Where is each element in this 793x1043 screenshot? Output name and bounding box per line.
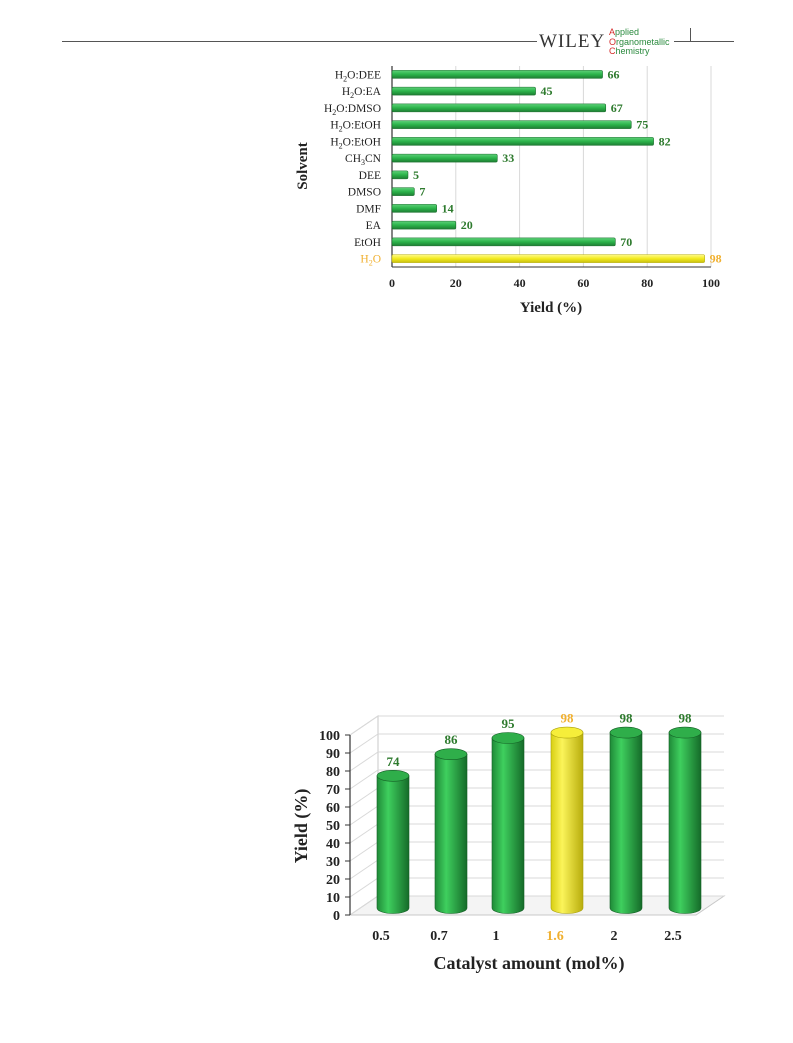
bar: [391, 204, 437, 213]
cylinder-top: [434, 748, 468, 761]
cylinder-top: [550, 726, 584, 739]
category-label: H2O:DEE: [335, 69, 381, 83]
header-rule: [62, 41, 734, 42]
y-gridline: [349, 751, 724, 772]
category-label: DMSO: [348, 187, 381, 199]
journal-line-3: Chemistry: [609, 46, 650, 56]
y-tick-label: 70: [326, 783, 340, 798]
cylinder-bar: [434, 753, 468, 914]
y-gridline: [349, 733, 724, 754]
data-label: 75: [636, 118, 648, 132]
data-label: 98: [620, 711, 634, 726]
x-tick-label: 60: [577, 276, 589, 290]
category-label: EtOH: [354, 237, 381, 249]
bar: [391, 170, 409, 180]
category-label: H2O:EA: [342, 86, 382, 100]
data-label: 98: [561, 711, 575, 726]
data-label: 95: [502, 716, 516, 731]
y-tick-label: 40: [326, 837, 340, 852]
x-tick-label: 100: [702, 276, 720, 290]
category-label: H2O:EtOH: [330, 120, 381, 134]
category-label: CH3CN: [345, 153, 382, 167]
data-label: 98: [710, 252, 722, 266]
y-axis-title: Solvent: [295, 142, 311, 190]
data-label: 45: [541, 84, 553, 98]
data-label: 66: [608, 67, 620, 81]
x-tick-label: 0.5: [372, 929, 390, 944]
x-axis-title: Catalyst amount (mol%): [434, 953, 625, 974]
y-axis-title: Yield (%): [291, 789, 312, 864]
journal-logo: Applied Organometallic Chemistry: [609, 27, 674, 57]
bar: [391, 70, 603, 79]
cylinder-top: [668, 726, 702, 739]
category-label: DMF: [356, 203, 381, 215]
x-axis-title: Yield (%): [520, 300, 582, 316]
bar: [391, 103, 607, 113]
journal-line-2: Organometallic: [609, 36, 670, 47]
bar: [391, 86, 536, 96]
x-tick-label: 0: [389, 276, 395, 290]
category-label: EA: [366, 220, 382, 232]
x-tick-label: 1.6: [546, 929, 564, 944]
data-label: 98: [679, 711, 693, 726]
y-tick-label: 80: [326, 765, 340, 780]
y-tick-label: 10: [326, 891, 340, 906]
bar: [391, 187, 415, 196]
bar: [391, 153, 498, 163]
category-label: H2O:DMSO: [324, 103, 381, 117]
bar: [391, 137, 654, 146]
data-label: 86: [445, 732, 459, 747]
data-label: 82: [659, 134, 671, 148]
data-label: 70: [620, 235, 632, 249]
y-tick-label: 50: [326, 819, 340, 834]
y-tick-label: 90: [326, 747, 340, 762]
data-label: 74: [387, 754, 401, 769]
bar: [391, 220, 457, 230]
category-label: H2O: [360, 254, 381, 268]
x-tick-label: 0.7: [430, 929, 448, 944]
x-tick-label: 1: [493, 929, 500, 944]
bar: [391, 254, 705, 263]
x-tick-label: 80: [641, 276, 653, 290]
cylinder-top: [376, 769, 410, 782]
y-gridline: [349, 769, 724, 790]
y-tick-label: 30: [326, 855, 340, 870]
data-label: 20: [461, 218, 473, 232]
category-label: H2O:EtOH: [330, 136, 381, 150]
y-gridline: [349, 715, 724, 736]
cylinder-bar: [550, 732, 584, 914]
cylinder-top: [609, 726, 643, 739]
cylinder-bar: [668, 732, 702, 914]
header-tick: [690, 28, 691, 41]
bar: [391, 237, 616, 247]
data-label: 67: [611, 101, 623, 115]
data-label: 33: [502, 151, 514, 165]
y-tick-label: 0: [333, 909, 340, 924]
journal-line-1: Applied: [609, 27, 640, 37]
cylinder-bar: [491, 737, 525, 914]
x-tick-label: 2.5: [664, 929, 682, 944]
y-tick-label: 100: [319, 729, 340, 744]
cylinder-bar: [376, 775, 410, 914]
bar: [391, 120, 632, 129]
x-tick-label: 2: [611, 929, 618, 944]
x-tick-label: 20: [450, 276, 462, 290]
data-label: 5: [413, 168, 419, 182]
data-label: 7: [419, 185, 425, 199]
y-tick-label: 60: [326, 801, 340, 816]
cylinder-top: [491, 732, 525, 744]
publisher-logo: WILEY: [537, 31, 612, 53]
y-tick-label: 20: [326, 873, 340, 888]
x-tick-label: 40: [514, 276, 526, 290]
data-label: 14: [442, 201, 454, 215]
cylinder-bar: [609, 732, 643, 914]
category-label: DEE: [359, 170, 381, 182]
